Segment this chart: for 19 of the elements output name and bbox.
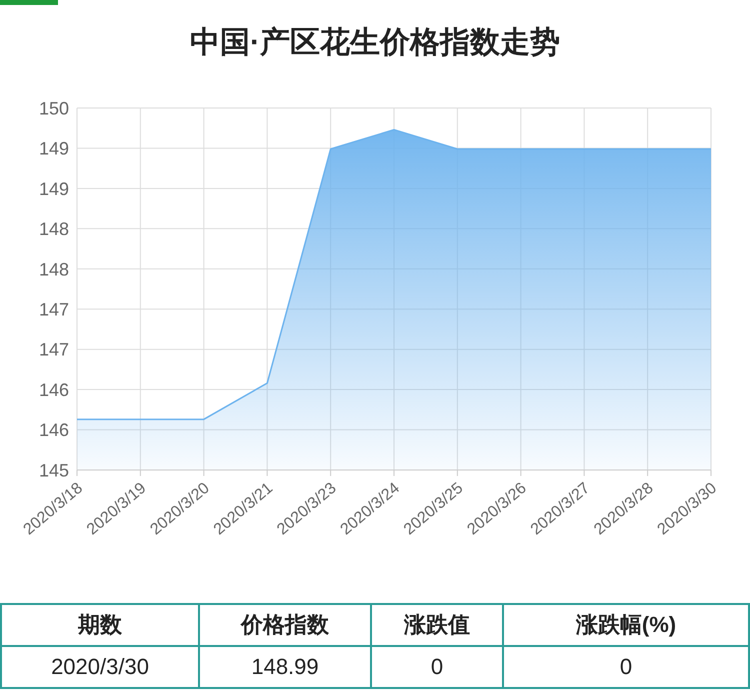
text: 涨跌幅(%) [503, 604, 749, 646]
text: 2020/3/30 [1, 646, 199, 688]
text: 0 [371, 646, 503, 688]
y-tick-label: 148 [38, 259, 69, 280]
y-tick-label: 149 [38, 178, 69, 199]
y-tick-label: 146 [38, 420, 69, 440]
text: 价格指数 [199, 604, 371, 646]
text: 期数 [1, 604, 199, 646]
text: 148.99 [199, 646, 371, 688]
text: 涨跌值 [371, 604, 503, 646]
y-tick-label: 145 [38, 460, 69, 480]
y-tick-label: 150 [38, 98, 69, 118]
y-tick-label: 147 [38, 340, 69, 360]
y-tick-label: 147 [38, 300, 69, 320]
y-tick-label: 146 [38, 380, 69, 400]
chart-title: 中国·产区花生价格指数走势 [189, 25, 561, 61]
y-tick-label: 148 [38, 219, 69, 240]
text: 0 [503, 646, 749, 688]
y-tick-label: 149 [38, 138, 69, 159]
